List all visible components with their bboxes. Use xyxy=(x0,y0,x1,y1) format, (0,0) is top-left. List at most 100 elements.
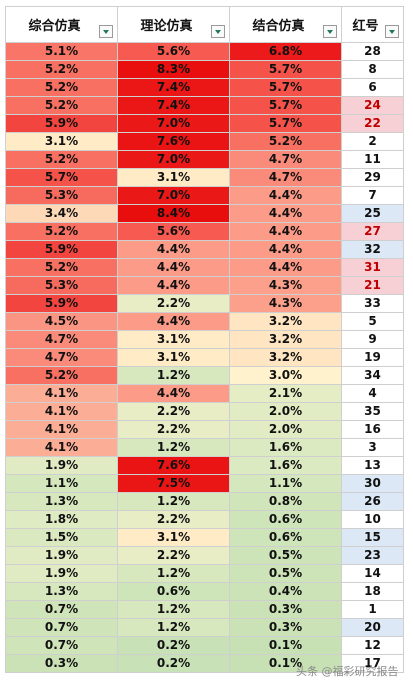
cell-composite[interactable]: 0.3% xyxy=(5,654,118,673)
cell-composite[interactable]: 5.1% xyxy=(5,42,118,61)
cell-theory[interactable]: 2.2% xyxy=(117,294,230,313)
cell-composite[interactable]: 5.3% xyxy=(5,186,118,205)
cell-red-number[interactable]: 12 xyxy=(341,636,404,655)
cell-red-number[interactable]: 31 xyxy=(341,258,404,277)
cell-composite[interactable]: 5.7% xyxy=(5,168,118,187)
cell-theory[interactable]: 1.2% xyxy=(117,366,230,385)
cell-combined[interactable]: 5.7% xyxy=(229,114,342,133)
cell-theory[interactable]: 7.5% xyxy=(117,474,230,493)
cell-red-number[interactable]: 28 xyxy=(341,42,404,61)
cell-composite[interactable]: 1.8% xyxy=(5,510,118,529)
filter-dropdown-icon[interactable] xyxy=(385,25,399,38)
cell-combined[interactable]: 0.1% xyxy=(229,654,342,673)
cell-red-number[interactable]: 34 xyxy=(341,366,404,385)
cell-red-number[interactable]: 9 xyxy=(341,330,404,349)
cell-combined[interactable]: 3.2% xyxy=(229,348,342,367)
cell-theory[interactable]: 5.6% xyxy=(117,42,230,61)
cell-theory[interactable]: 1.2% xyxy=(117,600,230,619)
cell-composite[interactable]: 4.5% xyxy=(5,312,118,331)
cell-composite[interactable]: 5.2% xyxy=(5,60,118,79)
cell-combined[interactable]: 3.2% xyxy=(229,312,342,331)
cell-combined[interactable]: 0.3% xyxy=(229,618,342,637)
cell-red-number[interactable]: 13 xyxy=(341,456,404,475)
cell-red-number[interactable]: 1 xyxy=(341,600,404,619)
cell-combined[interactable]: 0.1% xyxy=(229,636,342,655)
cell-combined[interactable]: 0.6% xyxy=(229,528,342,547)
cell-composite[interactable]: 5.2% xyxy=(5,150,118,169)
cell-red-number[interactable]: 17 xyxy=(341,654,404,673)
cell-combined[interactable]: 0.5% xyxy=(229,564,342,583)
cell-red-number[interactable]: 21 xyxy=(341,276,404,295)
cell-composite[interactable]: 5.2% xyxy=(5,96,118,115)
cell-combined[interactable]: 1.1% xyxy=(229,474,342,493)
cell-combined[interactable]: 2.0% xyxy=(229,420,342,439)
cell-red-number[interactable]: 30 xyxy=(341,474,404,493)
cell-combined[interactable]: 4.3% xyxy=(229,294,342,313)
cell-red-number[interactable]: 22 xyxy=(341,114,404,133)
cell-combined[interactable]: 0.6% xyxy=(229,510,342,529)
cell-red-number[interactable]: 19 xyxy=(341,348,404,367)
cell-theory[interactable]: 7.0% xyxy=(117,114,230,133)
cell-composite[interactable]: 5.9% xyxy=(5,294,118,313)
cell-theory[interactable]: 1.2% xyxy=(117,564,230,583)
cell-combined[interactable]: 0.3% xyxy=(229,600,342,619)
cell-red-number[interactable]: 27 xyxy=(341,222,404,241)
cell-theory[interactable]: 1.2% xyxy=(117,618,230,637)
cell-red-number[interactable]: 18 xyxy=(341,582,404,601)
cell-composite[interactable]: 3.1% xyxy=(5,132,118,151)
cell-theory[interactable]: 2.2% xyxy=(117,402,230,421)
cell-red-number[interactable]: 33 xyxy=(341,294,404,313)
cell-red-number[interactable]: 25 xyxy=(341,204,404,223)
cell-combined[interactable]: 4.4% xyxy=(229,222,342,241)
cell-red-number[interactable]: 5 xyxy=(341,312,404,331)
cell-theory[interactable]: 3.1% xyxy=(117,168,230,187)
cell-composite[interactable]: 5.2% xyxy=(5,366,118,385)
cell-composite[interactable]: 0.7% xyxy=(5,636,118,655)
cell-theory[interactable]: 4.4% xyxy=(117,312,230,331)
cell-composite[interactable]: 4.7% xyxy=(5,330,118,349)
cell-theory[interactable]: 7.6% xyxy=(117,132,230,151)
filter-dropdown-icon[interactable] xyxy=(323,25,337,38)
cell-theory[interactable]: 7.4% xyxy=(117,96,230,115)
cell-red-number[interactable]: 2 xyxy=(341,132,404,151)
cell-combined[interactable]: 4.7% xyxy=(229,150,342,169)
cell-theory[interactable]: 7.0% xyxy=(117,150,230,169)
cell-composite[interactable]: 4.1% xyxy=(5,384,118,403)
cell-combined[interactable]: 5.7% xyxy=(229,60,342,79)
cell-combined[interactable]: 3.2% xyxy=(229,330,342,349)
cell-theory[interactable]: 0.2% xyxy=(117,636,230,655)
cell-combined[interactable]: 5.7% xyxy=(229,78,342,97)
cell-composite[interactable]: 4.1% xyxy=(5,402,118,421)
cell-theory[interactable]: 1.2% xyxy=(117,438,230,457)
cell-red-number[interactable]: 26 xyxy=(341,492,404,511)
cell-theory[interactable]: 0.2% xyxy=(117,654,230,673)
cell-red-number[interactable]: 3 xyxy=(341,438,404,457)
cell-composite[interactable]: 3.4% xyxy=(5,204,118,223)
cell-composite[interactable]: 1.3% xyxy=(5,582,118,601)
cell-red-number[interactable]: 24 xyxy=(341,96,404,115)
cell-theory[interactable]: 0.6% xyxy=(117,582,230,601)
cell-composite[interactable]: 0.7% xyxy=(5,600,118,619)
cell-theory[interactable]: 4.4% xyxy=(117,258,230,277)
cell-composite[interactable]: 4.1% xyxy=(5,438,118,457)
cell-composite[interactable]: 0.7% xyxy=(5,618,118,637)
cell-composite[interactable]: 5.3% xyxy=(5,276,118,295)
cell-combined[interactable]: 5.2% xyxy=(229,132,342,151)
cell-composite[interactable]: 1.1% xyxy=(5,474,118,493)
cell-combined[interactable]: 4.7% xyxy=(229,168,342,187)
cell-composite[interactable]: 1.5% xyxy=(5,528,118,547)
cell-red-number[interactable]: 32 xyxy=(341,240,404,259)
cell-combined[interactable]: 4.4% xyxy=(229,186,342,205)
cell-theory[interactable]: 4.4% xyxy=(117,240,230,259)
cell-theory[interactable]: 7.4% xyxy=(117,78,230,97)
cell-combined[interactable]: 1.6% xyxy=(229,438,342,457)
cell-theory[interactable]: 3.1% xyxy=(117,330,230,349)
cell-combined[interactable]: 4.4% xyxy=(229,258,342,277)
cell-combined[interactable]: 5.7% xyxy=(229,96,342,115)
cell-composite[interactable]: 1.3% xyxy=(5,492,118,511)
cell-combined[interactable]: 3.0% xyxy=(229,366,342,385)
cell-composite[interactable]: 1.9% xyxy=(5,546,118,565)
cell-theory[interactable]: 5.6% xyxy=(117,222,230,241)
cell-red-number[interactable]: 35 xyxy=(341,402,404,421)
cell-composite[interactable]: 4.1% xyxy=(5,420,118,439)
